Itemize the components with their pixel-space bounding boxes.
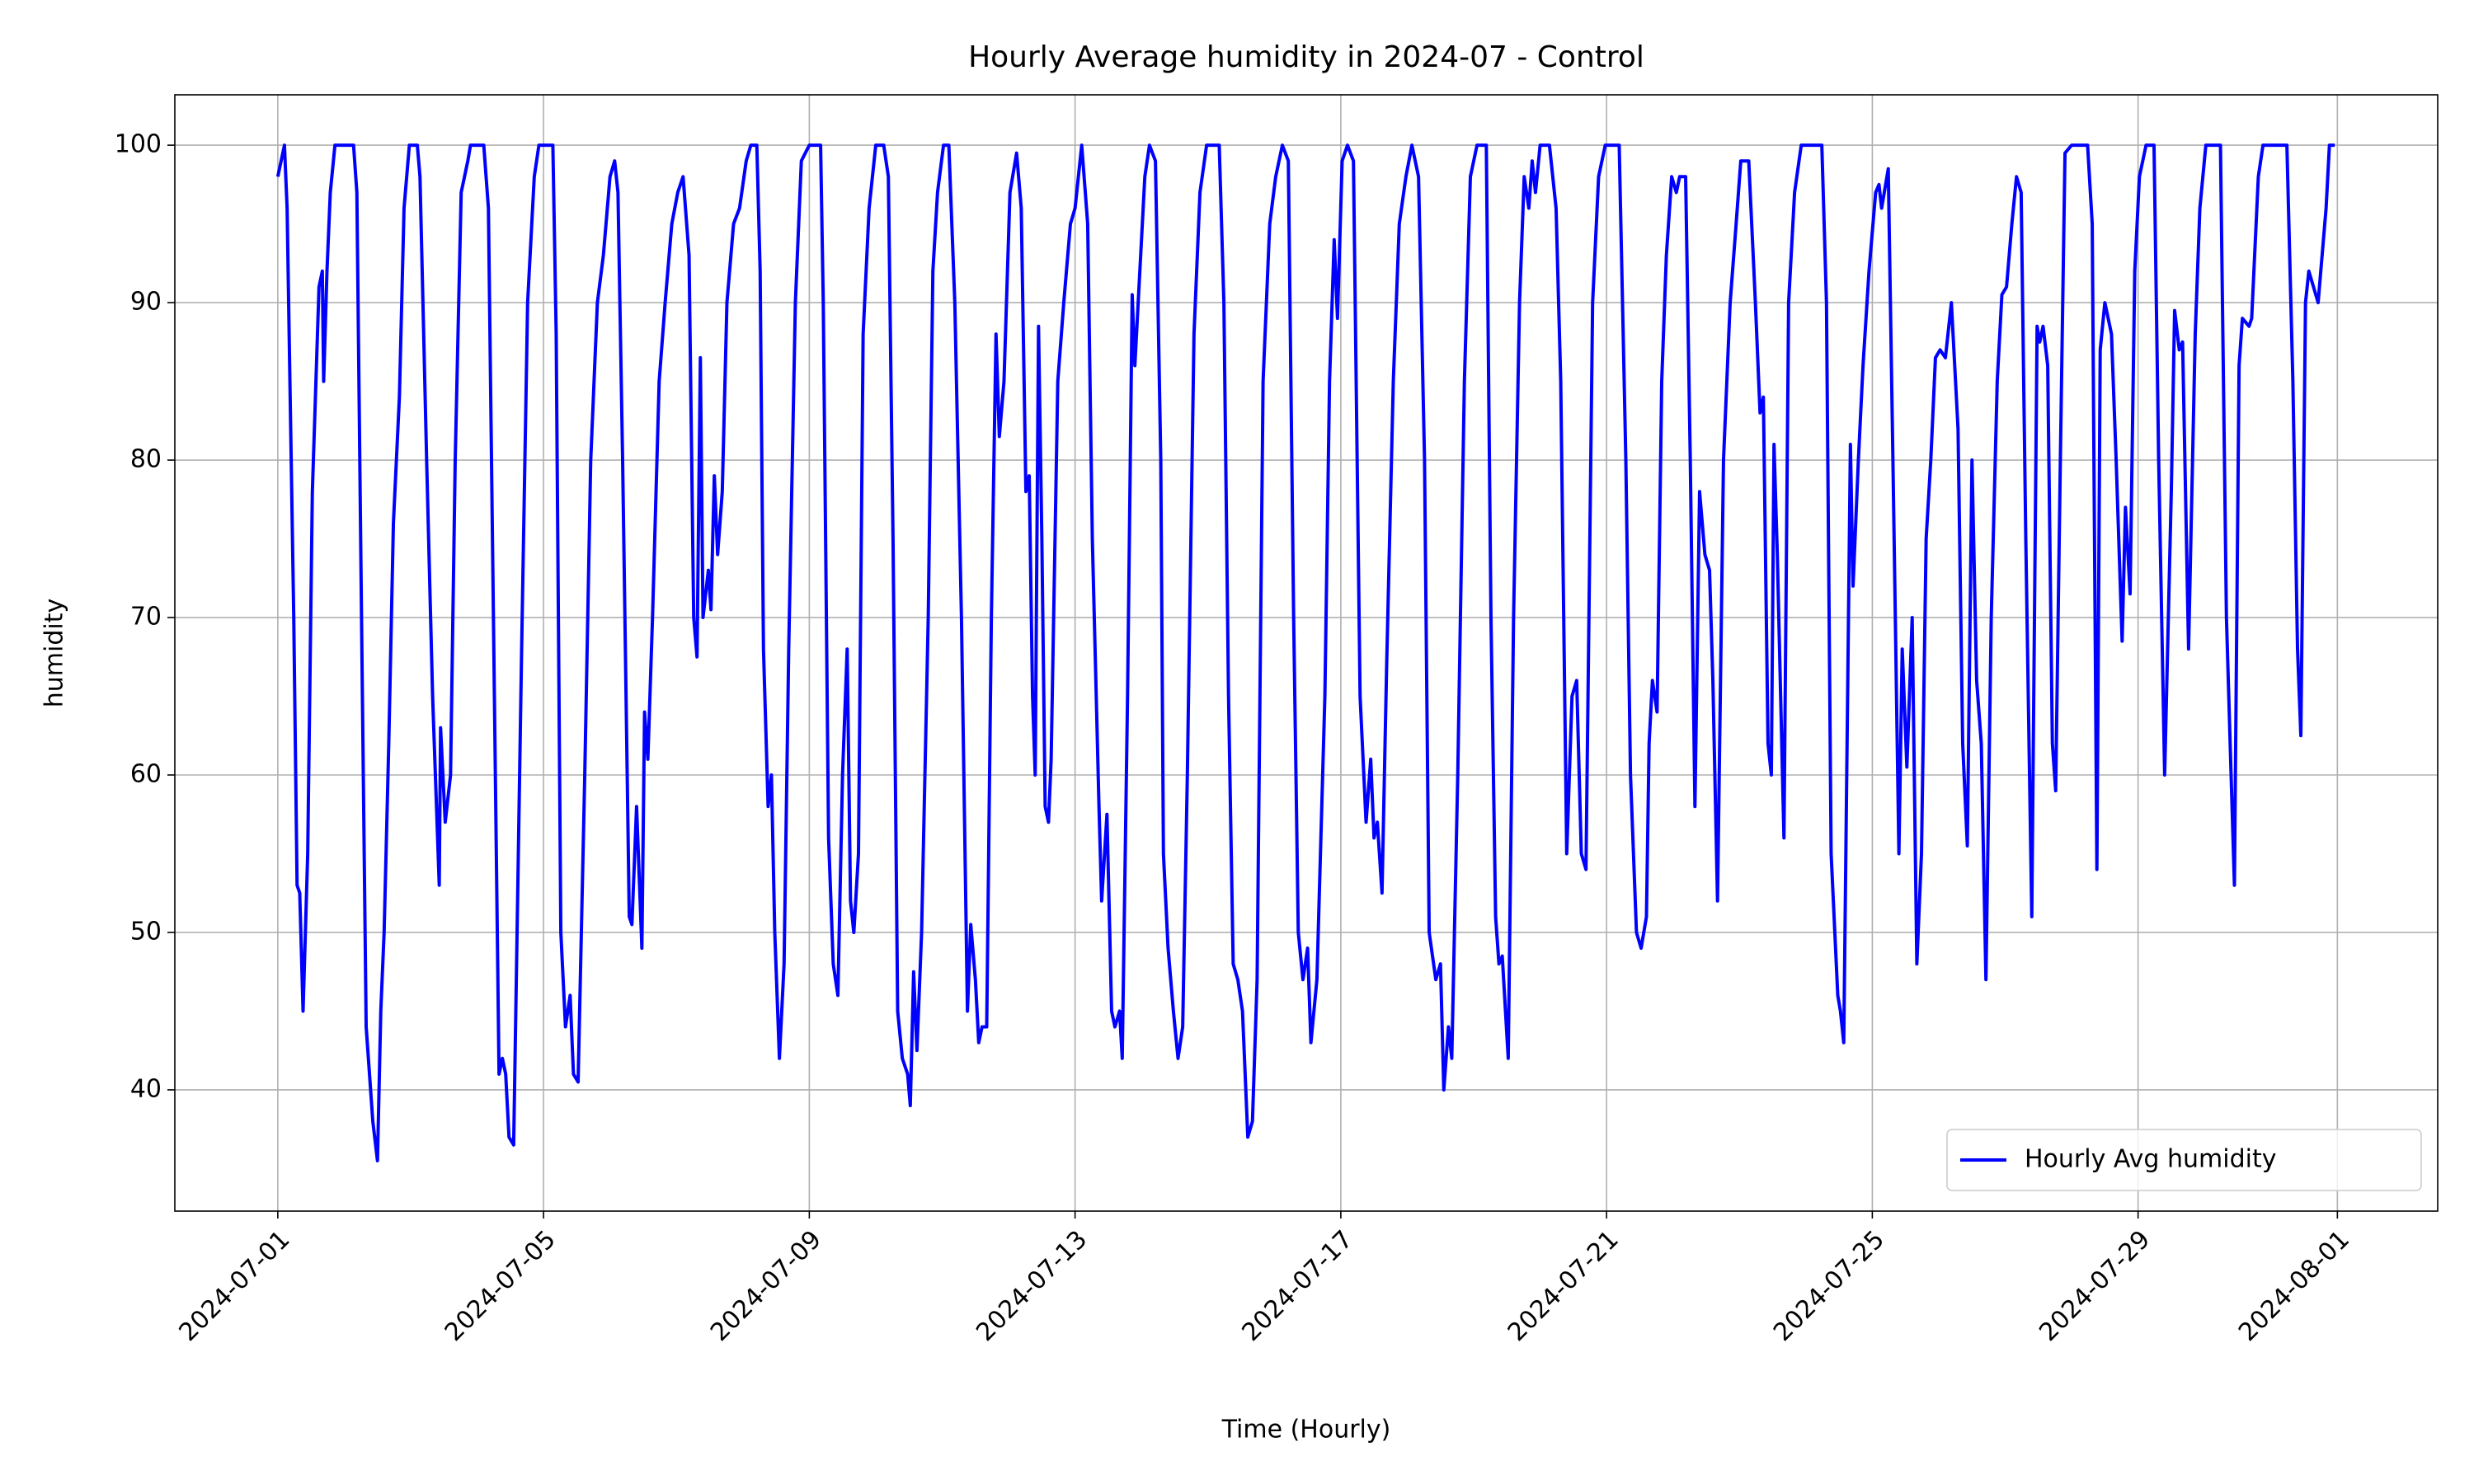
y-tick-label: 40 bbox=[130, 1074, 162, 1103]
legend: Hourly Avg humidity bbox=[1946, 1129, 2422, 1191]
chart-title: Hourly Average humidity in 2024-07 - Con… bbox=[968, 40, 1644, 74]
y-tick-label: 60 bbox=[130, 760, 162, 789]
y-tick-label: 70 bbox=[130, 603, 162, 632]
y-tick-label: 50 bbox=[130, 917, 162, 946]
legend-box bbox=[1946, 1129, 2422, 1191]
y-tick-label: 90 bbox=[130, 288, 162, 317]
x-axis-label: Time (Hourly) bbox=[1221, 1416, 1391, 1444]
data-line bbox=[275, 143, 2335, 1162]
y-axis-label: humidity bbox=[40, 599, 69, 707]
y-tick-label: 80 bbox=[130, 445, 162, 474]
legend-label: Hourly Avg humidity bbox=[2025, 1145, 2276, 1174]
axes-frame bbox=[174, 94, 2439, 1212]
y-tick-label: 100 bbox=[115, 130, 162, 159]
